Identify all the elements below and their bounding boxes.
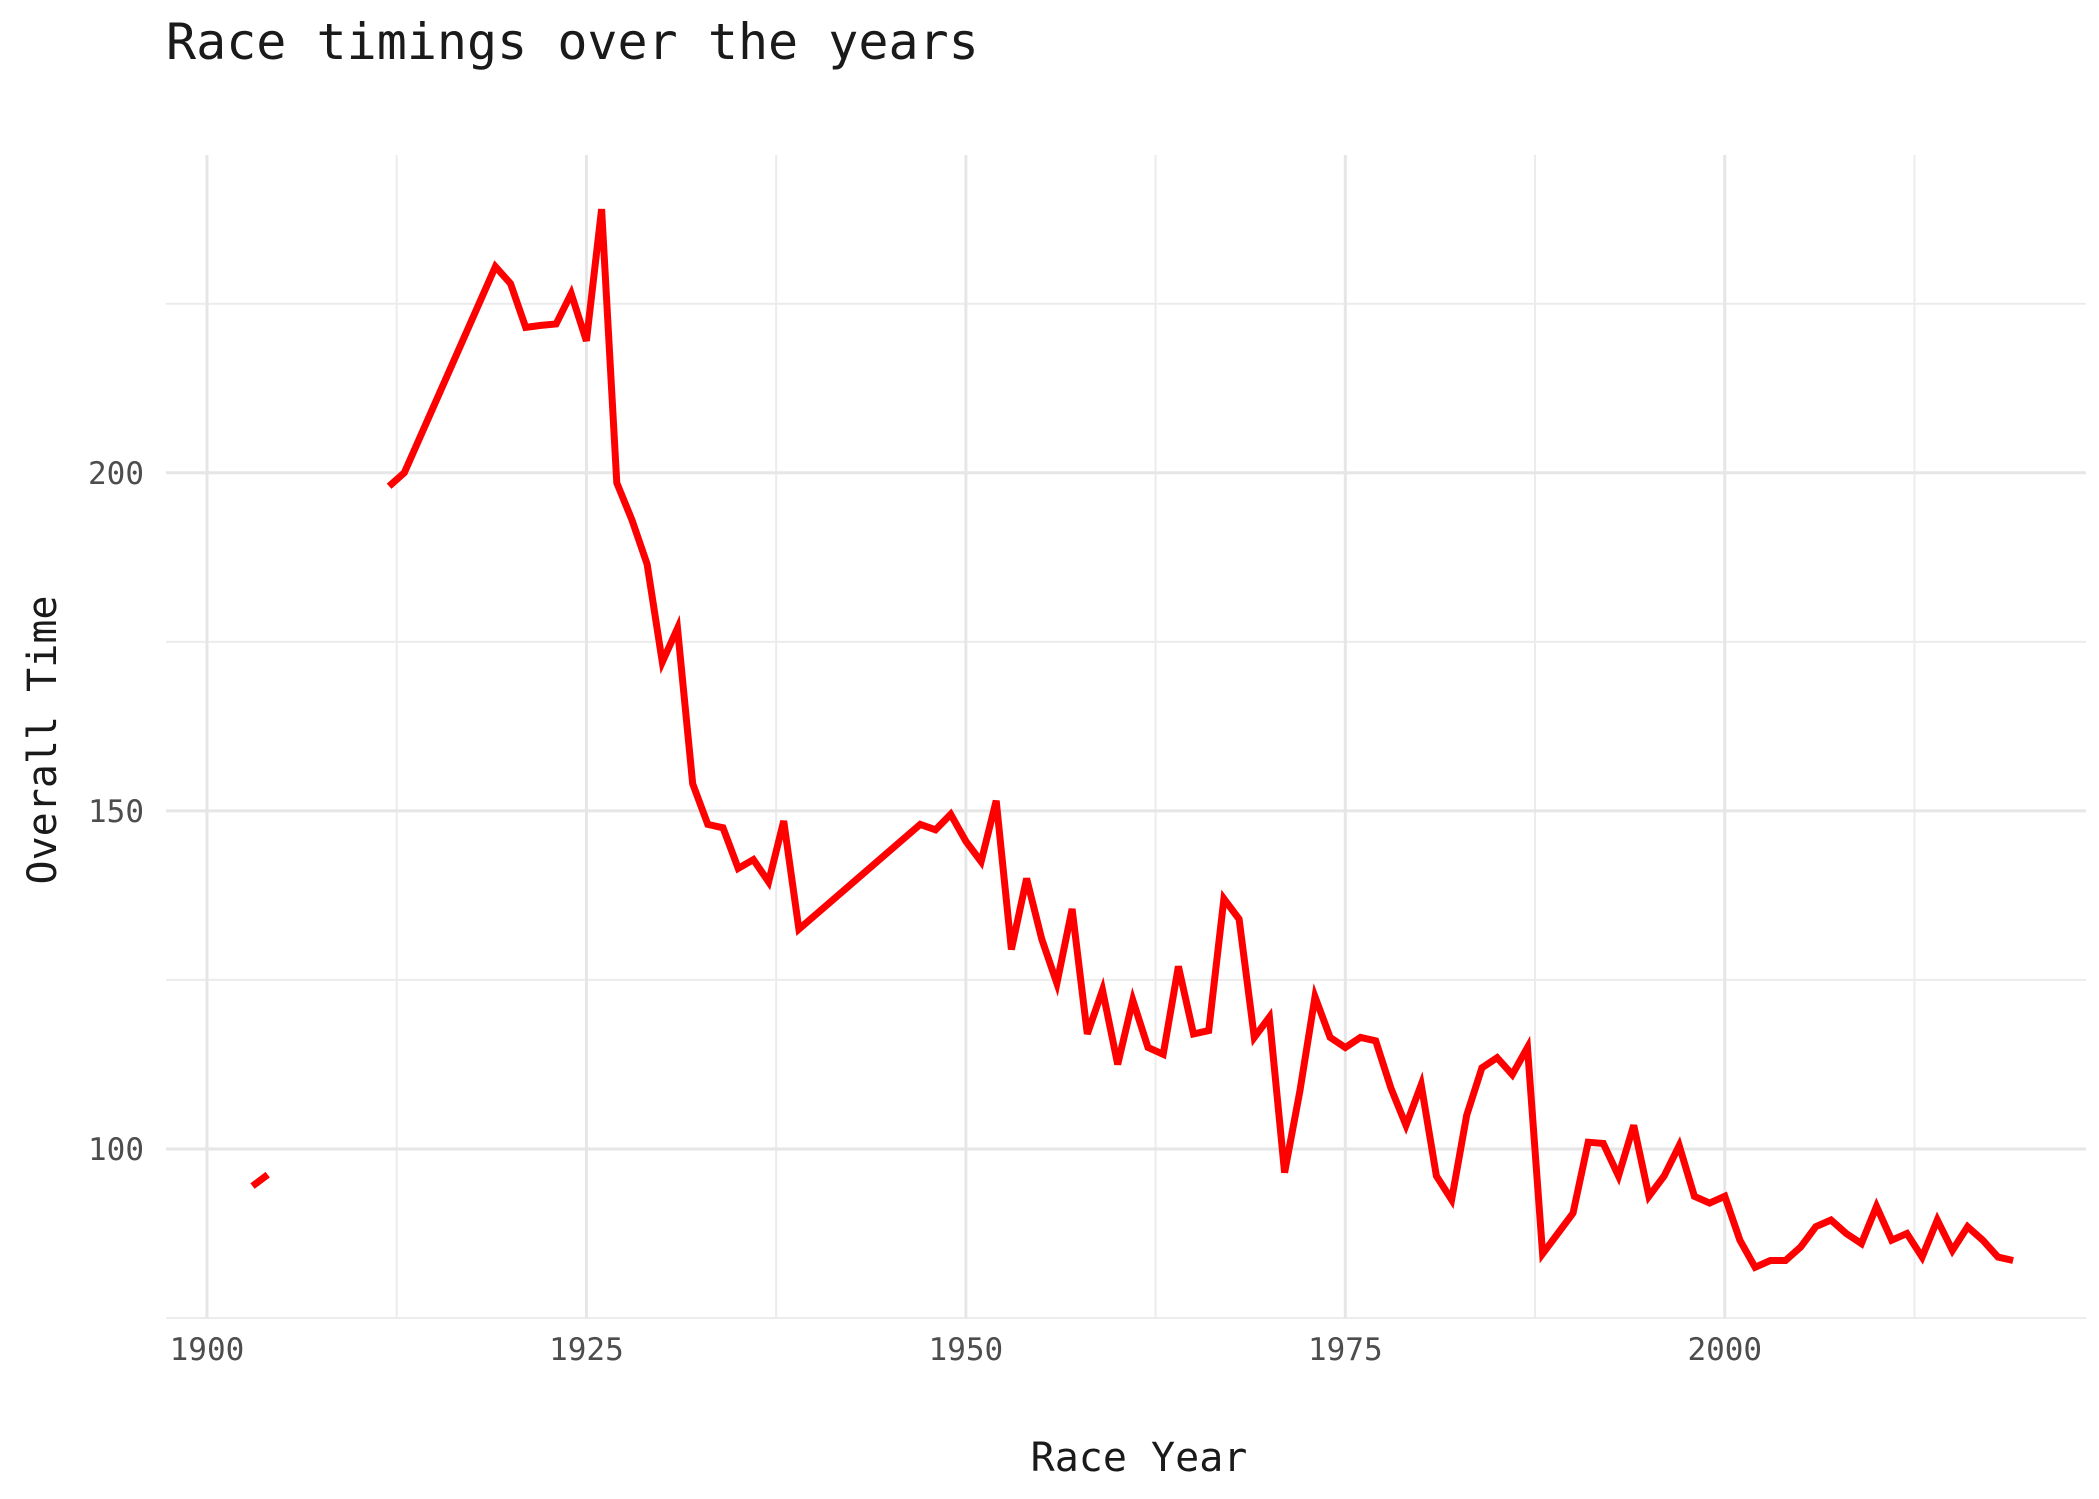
- x-tick-label: 1975: [1308, 1332, 1383, 1368]
- x-tick-label: 2000: [1687, 1332, 1762, 1368]
- series-line-segment: [386, 208, 2014, 1272]
- x-axis-label: Race Year: [1031, 1435, 1248, 1481]
- y-axis-ticks: 100 150 200: [88, 456, 144, 1168]
- y-tick-label: 200: [88, 456, 144, 492]
- x-tick-label: 1925: [549, 1332, 624, 1368]
- y-tick-label: 100: [88, 1132, 144, 1168]
- y-axis-label: Overall Time: [20, 596, 66, 885]
- y-tick-label: 150: [88, 794, 144, 830]
- x-tick-label: 1900: [170, 1332, 245, 1368]
- series-overall-time: [250, 208, 2014, 1272]
- x-tick-label: 1950: [929, 1332, 1004, 1368]
- grid-lines: [166, 155, 2086, 1319]
- series-line-segment: [250, 1171, 270, 1189]
- chart-title: Race timings over the years: [166, 13, 979, 71]
- x-axis-ticks: 1900 1925 1950 1975 2000: [170, 1332, 1762, 1368]
